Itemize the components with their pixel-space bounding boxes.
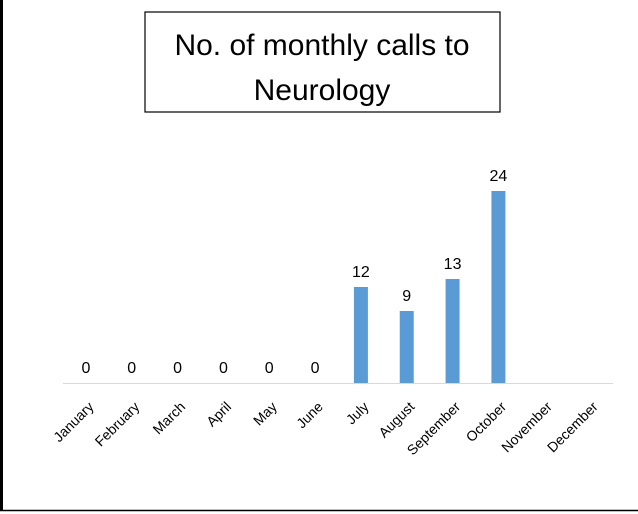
data-label: 13: [444, 256, 462, 273]
data-label: 0: [127, 360, 136, 377]
chart-title: No. of monthly calls to: [174, 29, 469, 62]
bar: [399, 311, 414, 383]
title-box: [144, 11, 501, 113]
bar: [445, 279, 460, 383]
bar: [491, 191, 506, 383]
data-label: 9: [402, 288, 411, 305]
data-label: 0: [311, 360, 320, 377]
data-label: 0: [81, 360, 90, 377]
data-label: 0: [265, 360, 274, 377]
chart-title: Neurology: [254, 74, 391, 107]
data-label: 12: [352, 264, 370, 281]
data-label: 24: [490, 168, 508, 185]
data-label: 0: [173, 360, 182, 377]
data-label: 0: [219, 360, 228, 377]
bar: [353, 287, 368, 383]
